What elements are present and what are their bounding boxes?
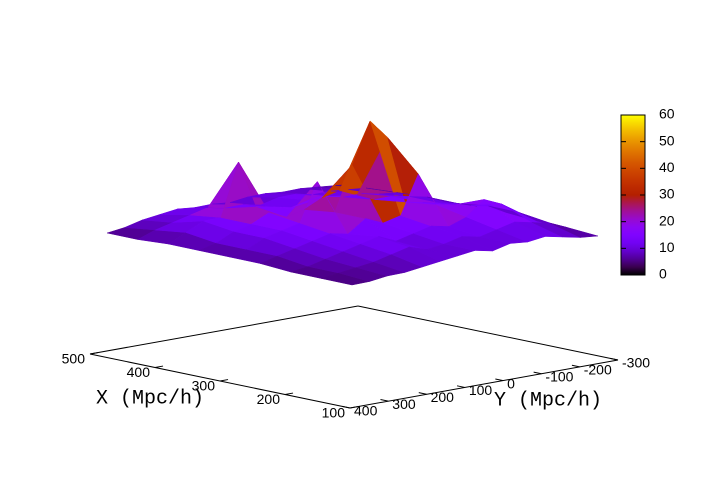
axis-line	[89, 305, 359, 355]
colorbar-tick-label: 0	[659, 266, 667, 282]
surface-cell	[549, 222, 599, 238]
y-tick	[495, 378, 504, 382]
colorbar-tick-label: 60	[659, 106, 675, 122]
y-tick	[456, 385, 465, 388]
x-tick	[349, 406, 359, 409]
y-tick	[533, 371, 542, 375]
x-tick	[219, 379, 229, 382]
x-tick	[284, 392, 294, 395]
x-tick-label: 200	[257, 391, 281, 407]
y-axis-label: Y (Mpc/h)	[494, 389, 602, 412]
y-tick	[380, 399, 389, 402]
y-tick-label: -200	[584, 362, 612, 378]
x-tick-label: 100	[322, 405, 346, 421]
y-tick-label: 400	[354, 403, 378, 419]
colorbar-tick-label: 10	[659, 239, 675, 255]
axis-line	[349, 359, 619, 409]
y-tick-label: 200	[431, 389, 455, 405]
x-tick-label: 400	[127, 364, 151, 380]
y-tick-label: 100	[469, 382, 493, 398]
y-tick-label: 0	[507, 375, 515, 391]
y-tick	[342, 405, 351, 409]
y-tick	[418, 392, 427, 395]
y-tick	[610, 357, 619, 361]
axis-line	[357, 305, 619, 361]
x-tick-label: 300	[192, 378, 216, 394]
colorbar-tick-label: 30	[659, 186, 675, 202]
x-tick	[89, 352, 99, 355]
surface	[106, 120, 599, 286]
colorbar-tick-label: 40	[659, 159, 675, 175]
colorbar-tick-label: 50	[659, 132, 675, 148]
y-tick-label: -300	[622, 355, 650, 371]
y-tick	[571, 364, 580, 368]
x-tick	[154, 365, 164, 368]
x-axis-label: X (Mpc/h)	[96, 387, 204, 410]
x-tick-label: 500	[62, 351, 86, 367]
y-tick-label: 300	[392, 396, 416, 412]
colorbar-tick-label: 20	[659, 212, 675, 228]
y-tick-label: -100	[545, 368, 573, 384]
